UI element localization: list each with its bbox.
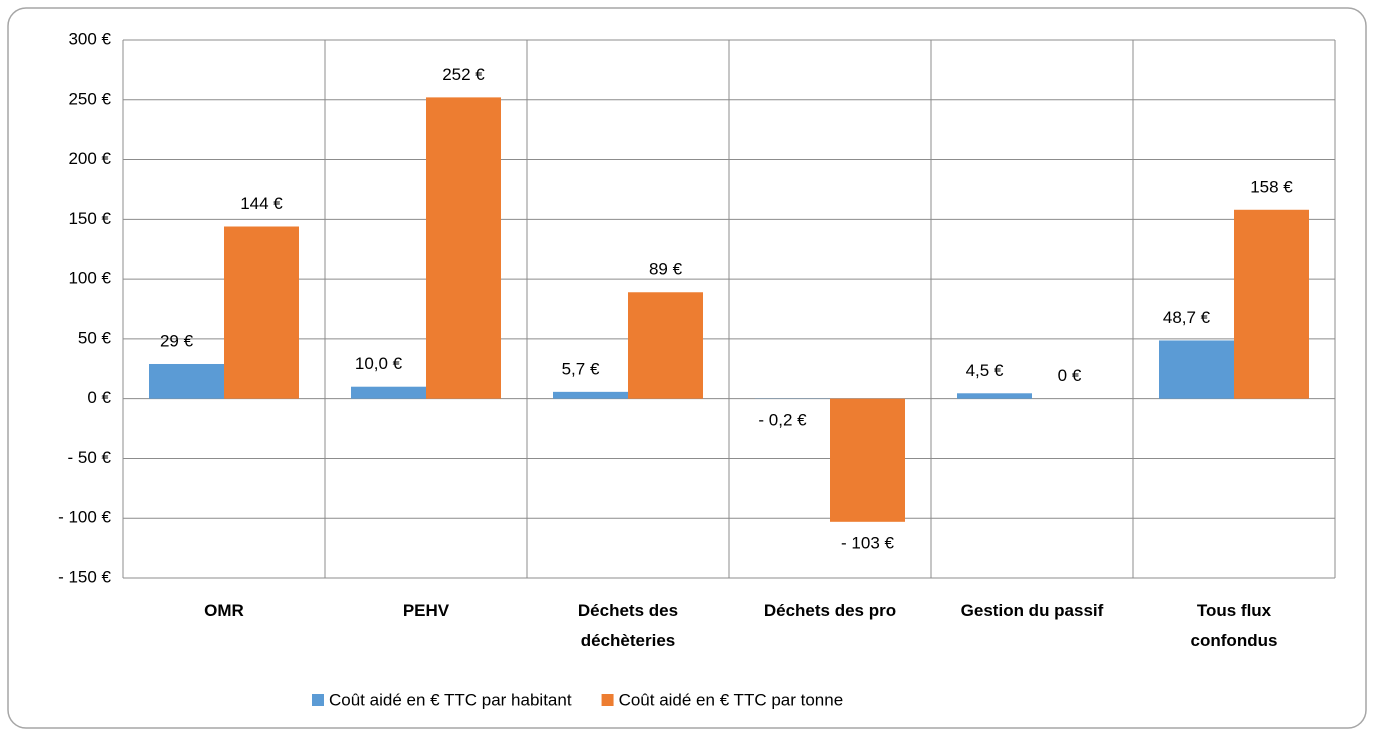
- data-label: 89 €: [649, 260, 683, 279]
- bar: [553, 391, 628, 399]
- legend-label: Coût aidé en € TTC par habitant: [329, 690, 572, 709]
- bar: [830, 398, 905, 522]
- x-tick-label: Tous flux confondus: [1190, 601, 1278, 650]
- data-label: 0 €: [1058, 366, 1082, 385]
- x-tick-label-box: Déchets des pro: [763, 601, 897, 620]
- bar: [351, 386, 426, 399]
- legend-label: Coût aidé en € TTC par tonne: [619, 690, 844, 709]
- data-label: 48,7 €: [1163, 308, 1211, 327]
- x-tick-label-box: Tous flux confondus: [1190, 601, 1278, 650]
- x-tick-label-box: OMR: [204, 601, 244, 620]
- data-label: - 103 €: [841, 533, 894, 552]
- bar: [426, 97, 501, 399]
- bar: [1234, 209, 1309, 399]
- data-label: 5,7 €: [562, 359, 600, 378]
- x-tick-label-box: PEHV: [402, 601, 450, 620]
- y-tick-label: 250 €: [68, 89, 111, 108]
- x-tick-label: Gestion du passif: [960, 601, 1104, 620]
- data-label: 252 €: [442, 65, 485, 84]
- data-label: 10,0 €: [355, 354, 403, 373]
- y-tick-label: 100 €: [68, 269, 111, 288]
- bar: [957, 393, 1032, 399]
- x-tick-label: PEHV: [402, 601, 450, 620]
- bar: [149, 363, 224, 399]
- data-label: - 0,2 €: [758, 410, 807, 429]
- y-tick-label: - 100 €: [58, 508, 111, 527]
- y-tick-label: 50 €: [78, 328, 112, 347]
- y-tick-label: 150 €: [68, 209, 111, 228]
- y-tick-label: 0 €: [87, 388, 111, 407]
- x-tick-label: Déchets des pro: [763, 601, 897, 620]
- x-tick-label: OMR: [204, 601, 244, 620]
- y-tick-label: 200 €: [68, 149, 111, 168]
- legend-swatch: [312, 694, 324, 706]
- legend-swatch: [601, 694, 614, 706]
- y-tick-label: - 150 €: [58, 567, 111, 586]
- bar: [628, 292, 703, 399]
- data-label: 4,5 €: [966, 361, 1004, 380]
- x-tick-label-box: Gestion du passif: [960, 601, 1104, 620]
- x-tick-label: Déchets des déchèteries: [577, 601, 679, 650]
- y-tick-label: 300 €: [68, 29, 111, 48]
- data-label: 29 €: [160, 331, 194, 350]
- x-tick-label-box: Déchets des déchèteries: [577, 601, 679, 650]
- bar: [1159, 340, 1234, 399]
- data-label: 158 €: [1250, 177, 1293, 196]
- bar: [224, 226, 299, 399]
- data-label: 144 €: [240, 194, 283, 213]
- y-tick-label: - 50 €: [68, 448, 112, 467]
